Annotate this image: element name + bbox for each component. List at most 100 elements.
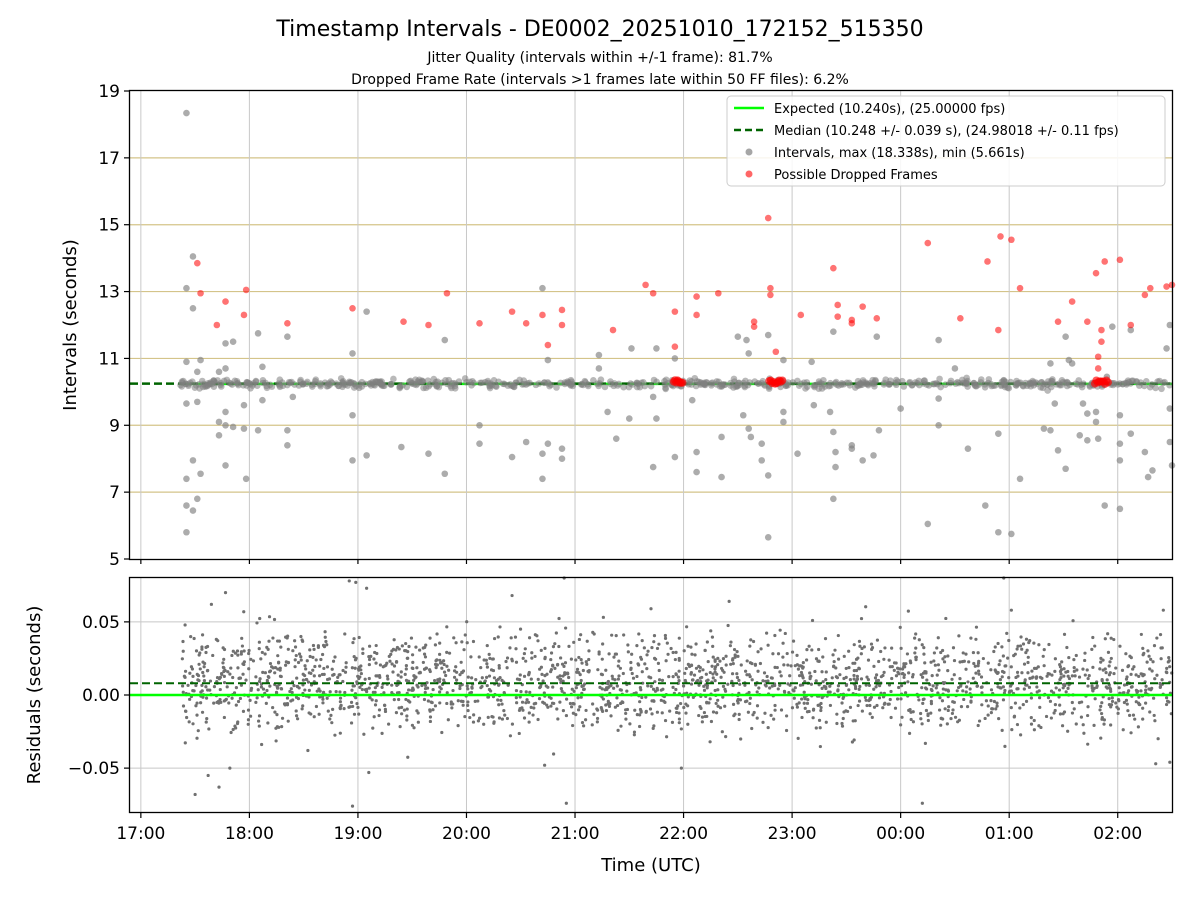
residual-point <box>995 704 999 708</box>
residual-point <box>820 670 824 674</box>
residual-point <box>200 710 205 714</box>
residual-point <box>950 711 955 716</box>
residual-point <box>1053 703 1057 707</box>
residual-point <box>786 663 790 667</box>
residual-point <box>510 659 514 663</box>
interval-point <box>522 438 530 446</box>
residual-point <box>518 673 522 677</box>
residual-point <box>412 726 416 730</box>
residual-point <box>989 699 993 703</box>
residual-point <box>502 709 506 713</box>
interval-point <box>208 380 216 388</box>
residual-point <box>974 637 978 641</box>
residual-point <box>242 649 246 653</box>
residual-point <box>840 724 845 728</box>
residual-point <box>619 724 623 728</box>
residual-point <box>268 661 273 666</box>
residual-point <box>561 679 565 683</box>
residual-point <box>1012 653 1016 658</box>
residual-point <box>497 703 501 707</box>
residual-point <box>296 717 300 721</box>
residual-point <box>454 678 459 682</box>
residual-point <box>665 641 669 645</box>
residual-point <box>1103 637 1107 641</box>
residual-point <box>753 663 758 667</box>
residual-point <box>653 680 657 684</box>
residual-point <box>747 673 751 677</box>
residual-point <box>278 668 282 672</box>
residual-point <box>1053 657 1057 661</box>
residual-point <box>260 650 264 655</box>
residual-point <box>259 657 263 661</box>
residual-point <box>1104 671 1108 675</box>
interval-point <box>1092 408 1100 416</box>
residual-point <box>681 684 686 688</box>
residual-point <box>752 710 756 715</box>
residual-point <box>683 678 687 683</box>
residual-point <box>709 719 714 724</box>
top-y-tick-label: 19 <box>98 82 120 102</box>
interval-point <box>924 520 932 528</box>
dropped-frame-point <box>1163 283 1170 290</box>
interval-point <box>1116 440 1124 447</box>
residual-point <box>322 666 326 671</box>
residual-point <box>1090 684 1094 688</box>
residual-point <box>225 685 229 689</box>
residual-point <box>685 625 689 629</box>
residual-point <box>902 663 906 667</box>
residual-point <box>806 698 810 702</box>
residual-point <box>423 683 428 687</box>
residual-point <box>899 723 903 727</box>
interval-point <box>524 380 532 387</box>
residual-point <box>886 702 890 706</box>
residual-point <box>387 722 391 726</box>
residual-point <box>689 672 693 676</box>
residual-point <box>330 721 334 725</box>
residual-point <box>677 656 681 661</box>
residual-point <box>1009 706 1013 710</box>
residual-point <box>205 669 210 673</box>
dropped-frame-point <box>1054 318 1062 325</box>
residual-point <box>321 697 325 701</box>
residual-point <box>1099 736 1103 740</box>
residual-point <box>423 690 427 695</box>
residual-point <box>569 657 573 661</box>
residual-point <box>529 705 533 709</box>
residual-point <box>266 721 270 725</box>
residual-point <box>249 688 253 692</box>
residual-point <box>907 671 911 675</box>
residual-point <box>1001 698 1006 702</box>
residual-point <box>888 697 892 702</box>
residual-point <box>505 716 510 721</box>
residual-point <box>267 615 272 619</box>
residual-point <box>838 673 842 677</box>
dropped-frame-point <box>671 308 679 315</box>
residual-point <box>489 689 493 693</box>
residual-point <box>907 708 911 712</box>
interval-point <box>398 443 405 451</box>
residual-point <box>1083 673 1087 677</box>
residual-point <box>671 675 675 679</box>
residual-point <box>674 710 679 715</box>
residual-point <box>1058 665 1063 669</box>
residual-point <box>1106 632 1110 636</box>
residual-point <box>584 708 588 713</box>
residual-point <box>234 703 238 707</box>
residual-point <box>993 645 997 649</box>
residual-point <box>700 715 705 719</box>
residual-point <box>863 695 867 699</box>
residual-point <box>820 686 824 690</box>
residual-point <box>592 712 596 716</box>
residual-point <box>497 666 501 670</box>
residual-point <box>971 676 975 680</box>
residual-point <box>980 691 984 695</box>
residual-point <box>951 700 955 704</box>
residual-point <box>405 707 409 711</box>
interval-point <box>349 350 356 357</box>
residual-point <box>514 660 519 664</box>
residual-point <box>776 687 780 691</box>
interval-point <box>544 356 552 364</box>
residual-point <box>407 644 411 649</box>
residual-point <box>893 706 898 710</box>
interval-point <box>1047 360 1054 367</box>
